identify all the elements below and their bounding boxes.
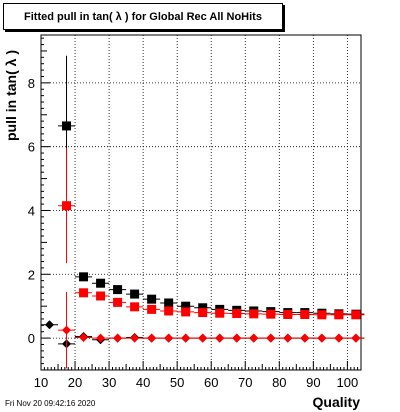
series-1-point <box>113 285 123 295</box>
series-1-point <box>164 298 174 308</box>
series-2-point <box>181 307 191 317</box>
series-4-point <box>300 333 310 343</box>
x-tick-label: 40 <box>136 375 150 390</box>
series-4-point <box>130 333 140 343</box>
x-tick-label: 70 <box>238 375 252 390</box>
series-4-point <box>351 333 361 343</box>
y-tick-label: 8 <box>28 76 35 91</box>
series-4-point <box>96 333 106 343</box>
series-1-point <box>181 301 191 311</box>
series-1-point <box>130 289 140 299</box>
series-4-point <box>147 333 157 343</box>
x-tick-label: 100 <box>337 375 359 390</box>
y-tick-label: 4 <box>28 203 35 218</box>
series-4-point <box>164 333 174 343</box>
series-2-point <box>96 291 106 301</box>
series-1-point <box>147 294 157 304</box>
series-4-point <box>62 325 72 335</box>
x-tick-label: 20 <box>68 375 82 390</box>
series-4-point <box>283 333 293 343</box>
timestamp: Fri Nov 20 09:42:16 2020 <box>5 399 96 408</box>
x-tick-label: 60 <box>204 375 218 390</box>
y-axis-label: pull in tan( λ ) <box>3 50 19 141</box>
series-2-point <box>198 308 208 318</box>
series-2-point <box>113 297 123 307</box>
series-4-point <box>266 333 276 343</box>
y-tick-label: 2 <box>28 267 35 282</box>
series-2-point <box>317 310 327 320</box>
series-1-point <box>79 272 89 282</box>
series-1-point <box>62 121 72 131</box>
chart-title: Fitted pull in tan( λ ) for Global Rec A… <box>3 3 283 30</box>
series-4-point <box>198 333 208 343</box>
series-2-point <box>266 309 276 319</box>
series-4-point <box>232 333 242 343</box>
series-2-point <box>164 306 174 316</box>
series-4-point <box>317 333 327 343</box>
series-2-point <box>334 310 344 320</box>
series-4-point <box>113 333 123 343</box>
series-2-point <box>215 308 225 318</box>
series-2-point <box>232 309 242 319</box>
x-axis-label: Quality <box>312 394 360 410</box>
series-4-point <box>215 333 225 343</box>
y-tick-label: 0 <box>28 331 35 346</box>
series-2-point <box>249 309 259 319</box>
series-4-point <box>334 333 344 343</box>
series-4-point <box>79 332 89 342</box>
series-2-point <box>62 201 72 211</box>
x-tick-label: 10 <box>34 375 48 390</box>
series-4-point <box>249 333 259 343</box>
series-2-point <box>130 302 140 312</box>
series-2-point <box>300 309 310 319</box>
plot-frame <box>40 34 362 371</box>
series-2-point <box>147 304 157 314</box>
series-4-point <box>181 333 191 343</box>
series-1-point <box>198 303 208 313</box>
series-2-point <box>79 288 89 298</box>
series-2-point <box>283 309 293 319</box>
x-tick-label: 80 <box>272 375 286 390</box>
series-1-point <box>96 278 106 288</box>
x-tick-label: 30 <box>102 375 116 390</box>
series-3-point <box>45 320 55 330</box>
y-tick-label: 6 <box>28 140 35 155</box>
series-2-point <box>351 310 361 320</box>
x-tick-label: 50 <box>170 375 184 390</box>
x-tick-label: 90 <box>306 375 320 390</box>
